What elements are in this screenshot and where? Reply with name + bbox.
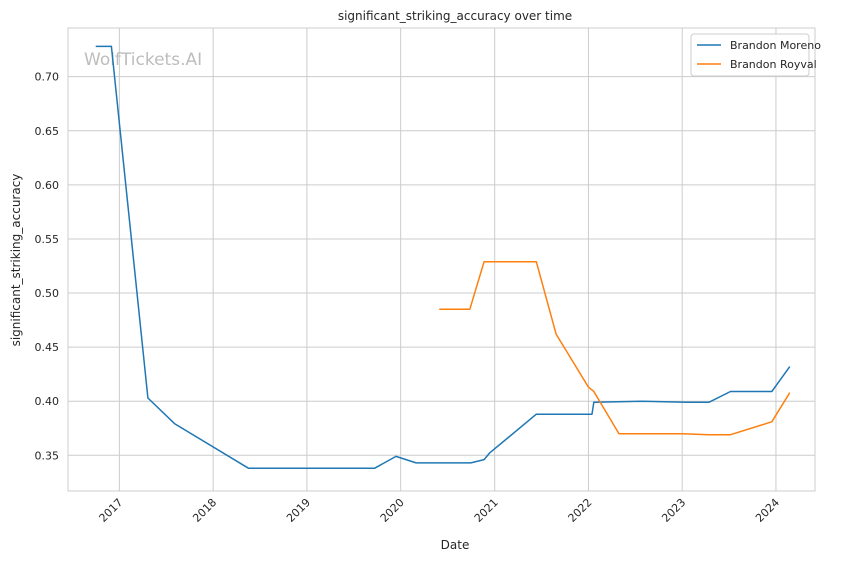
y-axis-label: significant_striking_accuracy [9,174,23,347]
plot-frame [67,27,816,492]
y-tick-label-0: 0.35 [35,449,60,462]
series-line-0 [95,45,791,470]
y-tick-label-2: 0.45 [35,341,60,354]
x-axis: 2017 2018 2019 2020 2021 2022 2023 2024 [97,496,783,525]
x-tick-label-1: 2018 [190,496,219,525]
watermark: WolfTickets.AI [84,50,202,70]
x-tick-label-4: 2021 [472,496,501,525]
chart-title: significant_striking_accuracy over time [338,9,572,23]
y-tick-label-6: 0.65 [35,125,60,138]
grid [68,28,815,491]
x-tick-label-3: 2020 [378,496,407,525]
x-tick-label-0: 2017 [97,496,126,525]
y-tick-label-5: 0.60 [35,179,60,192]
y-axis: 0.35 0.40 0.45 0.50 0.55 0.60 0.65 0.70 [35,71,60,463]
series-group [95,45,791,470]
legend-label-0: Brandon Moreno [730,39,821,52]
x-axis-label: Date [441,538,470,552]
legend: Brandon Moreno Brandon Royval [690,33,821,77]
y-tick-label-1: 0.40 [35,395,60,408]
legend-label-1: Brandon Royval [730,58,817,71]
x-tick-label-7: 2024 [753,496,782,525]
x-tick-label-2: 2019 [284,496,313,525]
y-tick-label-3: 0.50 [35,287,60,300]
x-tick-label-5: 2022 [566,496,595,525]
series-line-1 [439,260,791,436]
y-tick-label-4: 0.55 [35,233,60,246]
x-tick-label-6: 2023 [659,496,688,525]
y-tick-label-7: 0.70 [35,71,60,84]
